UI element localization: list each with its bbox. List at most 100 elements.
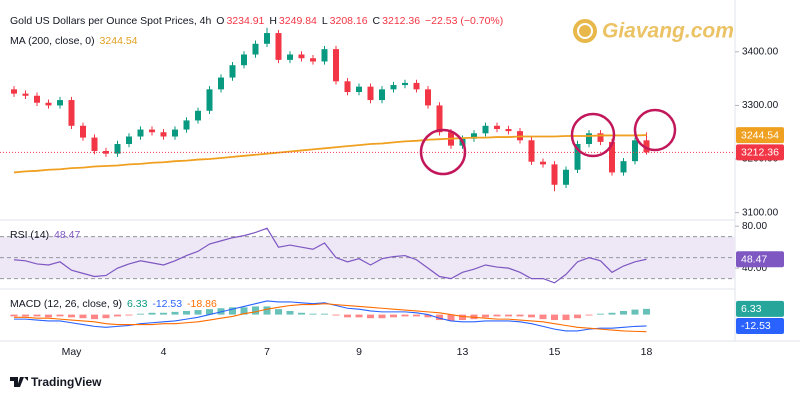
candle-body [229, 65, 236, 78]
candle-body [632, 140, 638, 162]
ma-value: 3244.54 [99, 35, 138, 47]
histogram-bar [125, 314, 133, 316]
candle-body [367, 86, 374, 101]
candle-body [436, 105, 443, 133]
y-tick-label: 3400.00 [742, 46, 779, 57]
price-tag-label: 6.33 [741, 303, 762, 315]
ohlc-prefix: H [269, 15, 277, 27]
histogram-bar [194, 310, 202, 315]
candle-body [310, 58, 316, 62]
y-tick-label: 40.00 [742, 263, 767, 274]
candle-body [402, 82, 408, 86]
x-tick-label: May [62, 346, 83, 358]
candle-body [528, 140, 535, 162]
histogram-bar [56, 314, 64, 317]
histogram-bar [114, 314, 121, 317]
histogram-bar [597, 313, 604, 315]
candle-body [218, 77, 224, 90]
ohlc-value: 3249.84 [278, 15, 317, 27]
candle-body [321, 49, 328, 62]
candle-body [563, 169, 569, 185]
highlight-circle [570, 112, 616, 158]
histogram-bar [298, 312, 305, 315]
candle-body [333, 49, 339, 82]
price-tag-label: -12.53 [741, 320, 771, 332]
watermark-logo [573, 19, 597, 43]
histogram-bar [286, 310, 294, 315]
hist-value: 6.33 [126, 298, 148, 310]
price-tag-label: 3212.36 [741, 147, 779, 159]
footer-brand: TradingView [31, 375, 102, 389]
candle-body [91, 137, 98, 151]
candle-body [149, 129, 155, 133]
histogram-bar [137, 313, 144, 315]
x-tick-label: 7 [264, 346, 270, 358]
candle-body [34, 95, 40, 103]
histogram-bar [447, 314, 455, 321]
histogram-bar [539, 314, 547, 320]
ohlc-prefix: O [216, 15, 225, 27]
histogram-bar [413, 314, 420, 317]
histogram-bar [33, 314, 41, 317]
histogram-bar [252, 306, 259, 315]
candle-body [471, 133, 477, 139]
histogram-bar [516, 314, 524, 317]
histogram-bar [631, 309, 639, 315]
candle-body [275, 33, 282, 60]
histogram-bar [321, 313, 328, 315]
moving-average [13, 134, 647, 174]
histogram-bar [91, 314, 98, 320]
histogram-bar [608, 312, 616, 315]
histogram-bar [148, 312, 156, 315]
histogram-bar [378, 314, 386, 319]
histogram-bar [263, 306, 271, 315]
ohlc-value: 3208.16 [329, 15, 368, 27]
histogram-bar [585, 314, 593, 316]
y-tick-label: 3300.00 [742, 100, 779, 111]
price-tag-label: 3244.54 [741, 129, 779, 141]
histogram-bar [102, 314, 110, 319]
histogram-bar [45, 314, 52, 318]
candle-body [551, 164, 558, 185]
candle-body [80, 125, 86, 138]
histogram-bar [459, 314, 466, 321]
histogram-bar [160, 312, 167, 315]
candle-body [620, 161, 627, 173]
histogram-bar [562, 314, 570, 321]
histogram-bar [68, 314, 75, 318]
x-tick-label: 4 [161, 346, 167, 358]
legend-rsi: RSI (14) 48.47 [10, 229, 82, 241]
candle-body [45, 102, 52, 106]
rsi-value: 48.47 [54, 229, 81, 241]
ma-name: MA (200, close, 0) [10, 35, 95, 47]
histogram-bar [309, 313, 317, 315]
histogram-bar [528, 314, 535, 318]
candle-body [482, 125, 489, 134]
histogram-bar [367, 314, 374, 319]
histogram-bar [344, 314, 351, 318]
histogram-bar [79, 314, 87, 319]
candle-body [298, 54, 305, 59]
tradingview-logo: TradingView [10, 375, 102, 389]
price-tag [736, 251, 784, 268]
legend-macd: MACD (12, 26, close, 9) 6.33 -12.53 -18.… [10, 298, 219, 310]
candle-body [390, 85, 397, 90]
change: −22.53 (−0.70%) [425, 15, 504, 27]
candle-body [241, 54, 247, 66]
price-tag [736, 300, 784, 317]
histogram-bar [424, 314, 432, 318]
marks: 3100.003200.003300.003400.00May479131518… [0, 27, 784, 358]
candle-body [126, 136, 132, 145]
histogram-bar [10, 314, 18, 317]
candle-body [586, 133, 592, 145]
legend-main: Gold US Dollars per Ounce Spot Prices, 4… [10, 15, 505, 27]
ohlc-value: 3212.36 [382, 15, 421, 27]
candle-body [540, 161, 546, 165]
histogram-bar [275, 309, 282, 315]
histogram-bar [171, 311, 179, 315]
histogram-bar [482, 314, 489, 318]
candle-body [494, 125, 500, 130]
indicator-line [13, 227, 647, 284]
